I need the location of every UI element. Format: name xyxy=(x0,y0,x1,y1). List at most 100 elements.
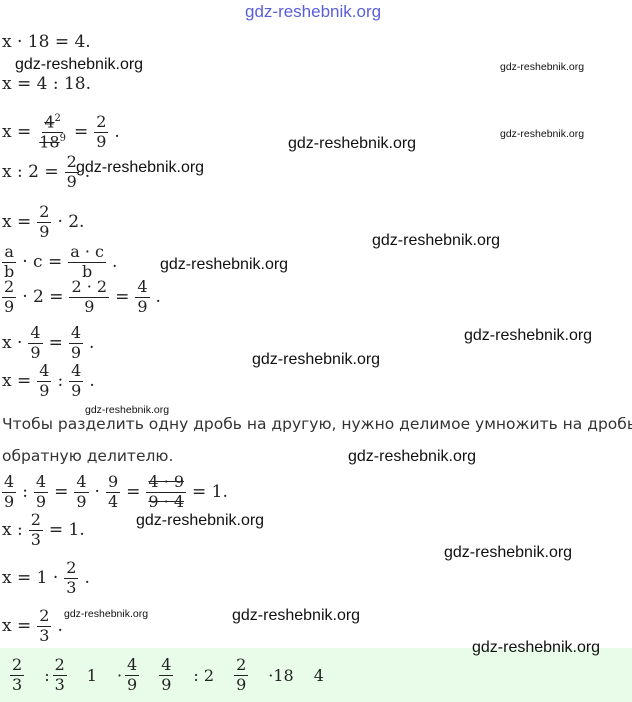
denominator: 18 xyxy=(39,131,60,151)
denominator-box: b xyxy=(80,261,94,281)
math-text: x : 2 = xyxy=(2,162,59,182)
denominator: b xyxy=(81,261,93,281)
numerator: 2 xyxy=(4,277,15,297)
math-line: x = 2 9 · 2. xyxy=(2,198,84,246)
denominator: 3 xyxy=(54,674,65,694)
numerator-box: 4 xyxy=(74,472,89,493)
numerator-box: 2 xyxy=(28,510,43,531)
math-text: x · 18 = 4. xyxy=(2,32,91,52)
watermark: gdz-reshebnik.org xyxy=(76,159,205,176)
paragraph-line: Чтобы разделить одну дробь на другую, ну… xyxy=(2,415,632,433)
denominator-box: 9 xyxy=(2,296,16,316)
header-watermark: gdz-reshebnik.org xyxy=(245,2,382,21)
numerator: 2 · 2 xyxy=(71,277,108,297)
math-text: · c = xyxy=(22,252,63,272)
numerator-box: 4 xyxy=(28,323,43,344)
numerator: 2 xyxy=(39,202,50,222)
numerator-box: a xyxy=(2,242,16,263)
numerator-box: 4 xyxy=(33,472,49,493)
table-cell: : 2 xyxy=(183,666,224,685)
fraction: 42 189 xyxy=(37,112,68,151)
math-line: 2 9 · 2 = 2 · 2 9 = 4 9. xyxy=(2,273,161,321)
denominator-box: 9 xyxy=(65,172,79,191)
denominator-box: 3 xyxy=(53,674,67,694)
math-line: x :2 3 = 1. xyxy=(2,506,85,554)
denominator: 9 xyxy=(39,380,50,400)
numerator-box: 42 xyxy=(42,112,63,133)
numerator-box: 2 xyxy=(64,152,79,173)
denominator: 9 xyxy=(137,296,148,316)
numerator: a · c xyxy=(70,242,104,262)
numerator-box: 9 xyxy=(105,472,121,493)
numerator: 4 xyxy=(30,323,41,343)
math-text: · 2. xyxy=(57,212,85,232)
math-line: x = 4 9:4 9. xyxy=(2,357,95,405)
numerator: a xyxy=(4,242,14,262)
numerator-box: 2 xyxy=(234,655,249,676)
numerator: 4 xyxy=(161,655,172,675)
table-cell: ·18 xyxy=(258,666,303,685)
watermark: gdz-reshebnik.org xyxy=(500,128,585,140)
numerator-box: 2 xyxy=(2,277,17,298)
denominator-box: 3 xyxy=(37,625,51,645)
denominator: 9 · 4 xyxy=(148,491,185,511)
math-text: : 2 xyxy=(193,665,215,685)
denominator: 9 xyxy=(4,296,15,316)
numerator-box: 2 xyxy=(10,655,25,676)
math-text: 1 xyxy=(86,665,97,685)
numerator: 4 xyxy=(35,472,47,492)
math-text: = xyxy=(115,287,130,307)
watermark: gdz-reshebnik.org xyxy=(85,404,170,416)
math-text: . xyxy=(89,371,95,391)
math-text: . xyxy=(89,333,95,353)
math-line: x : 2 = 2 9. xyxy=(2,148,90,196)
math-text: x = 1 · xyxy=(2,568,59,588)
denominator-note: 9 xyxy=(59,132,66,144)
watermark: gdz-reshebnik.org xyxy=(252,351,381,368)
denominator-box: 4 xyxy=(106,492,120,511)
math-text: . xyxy=(114,122,120,142)
watermark: gdz-reshebnik.org xyxy=(500,61,585,73)
numerator: 4 xyxy=(127,655,138,675)
math-text: x = 4 : 18. xyxy=(2,74,92,94)
denominator-box: b xyxy=(2,262,16,281)
watermark: gdz-reshebnik.org xyxy=(232,607,361,624)
numerator: 2 xyxy=(30,510,41,530)
numerator: 2 xyxy=(96,112,107,132)
math-text: . xyxy=(112,252,118,272)
denominator-box: 9 xyxy=(28,343,42,362)
numerator: 4 · 9 xyxy=(148,472,185,492)
answer-table: 2 3:2 3 1 · 4 9 4 9: 2 2 9·18 4 xyxy=(0,648,632,702)
numerator-note: 2 xyxy=(54,112,61,124)
math-text: = xyxy=(54,482,69,502)
watermark: gdz-reshebnik.org xyxy=(136,512,265,529)
math-text: · 2 = xyxy=(22,287,64,307)
math-text: · xyxy=(94,482,100,502)
watermark: gdz-reshebnik.org xyxy=(464,327,593,344)
math-text: . xyxy=(84,162,91,182)
watermark: gdz-reshebnik.org xyxy=(15,56,144,73)
numerator: 4 xyxy=(4,472,15,492)
denominator-box: 3 xyxy=(29,530,43,549)
numerator: 2 xyxy=(66,558,77,578)
denominator: 3 xyxy=(39,625,50,645)
numerator-box: 2 xyxy=(37,606,52,627)
numerator-box: 2 · 2 xyxy=(69,277,110,298)
denominator-box: 9 xyxy=(125,675,139,694)
